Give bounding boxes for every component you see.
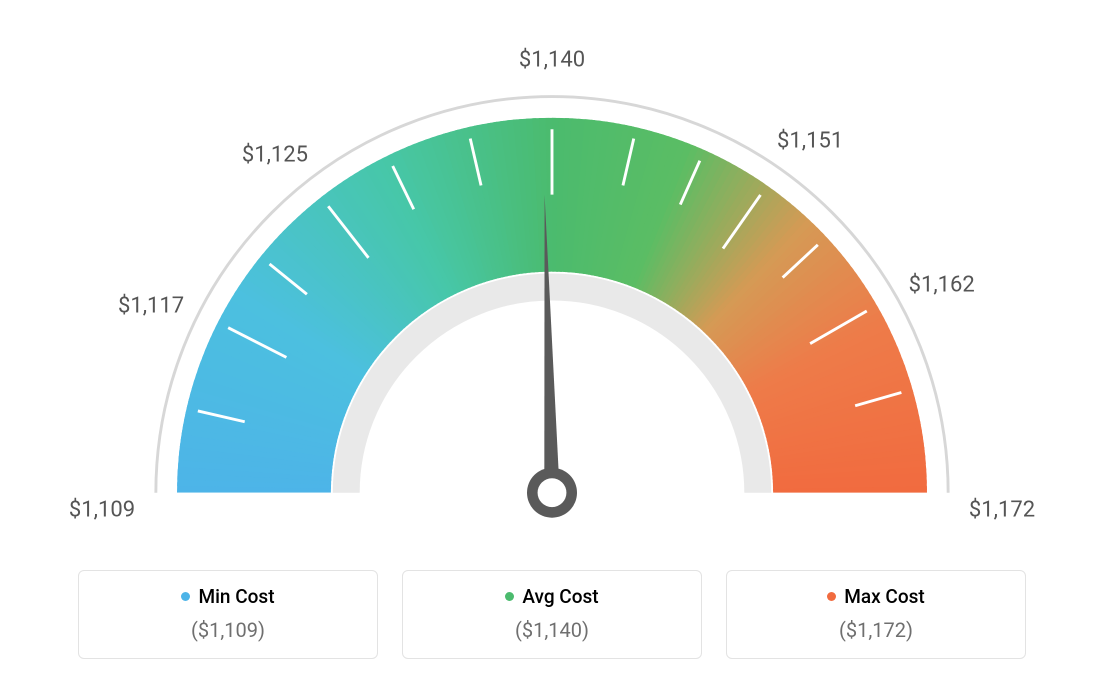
legend-title-text: Min Cost [198, 585, 274, 608]
gauge-svg [102, 60, 1002, 560]
gauge-tick-label: $1,151 [777, 129, 843, 154]
gauge-chart: $1,109 $1,117 $1,125 $1,140 $1,151 $1,162 $1,1… [20, 20, 1084, 560]
gauge-tick-label: $1,162 [909, 273, 975, 298]
legend-card-avg: Avg Cost ($1,140) [402, 570, 702, 659]
legend-value: ($1,109) [97, 618, 359, 642]
legend-dot-icon [827, 592, 836, 601]
legend-title: Avg Cost [505, 585, 598, 608]
gauge-tick-label: $1,172 [969, 498, 1035, 523]
legend-title: Max Cost [827, 585, 924, 608]
legend-value: ($1,172) [745, 618, 1007, 642]
legend-row: Min Cost ($1,109) Avg Cost ($1,140) Max … [20, 570, 1084, 659]
gauge-tick-label: $1,109 [69, 498, 135, 523]
legend-dot-icon [181, 592, 190, 601]
legend-title-text: Max Cost [844, 585, 924, 608]
legend-value: ($1,140) [421, 618, 683, 642]
legend-card-min: Min Cost ($1,109) [78, 570, 378, 659]
legend-dot-icon [505, 592, 514, 601]
legend-title: Min Cost [181, 585, 274, 608]
legend-card-max: Max Cost ($1,172) [726, 570, 1026, 659]
legend-title-text: Avg Cost [522, 585, 598, 608]
gauge-tick-label: $1,125 [242, 143, 308, 168]
gauge-tick-label: $1,140 [519, 48, 585, 73]
gauge-tick-label: $1,117 [118, 293, 184, 318]
